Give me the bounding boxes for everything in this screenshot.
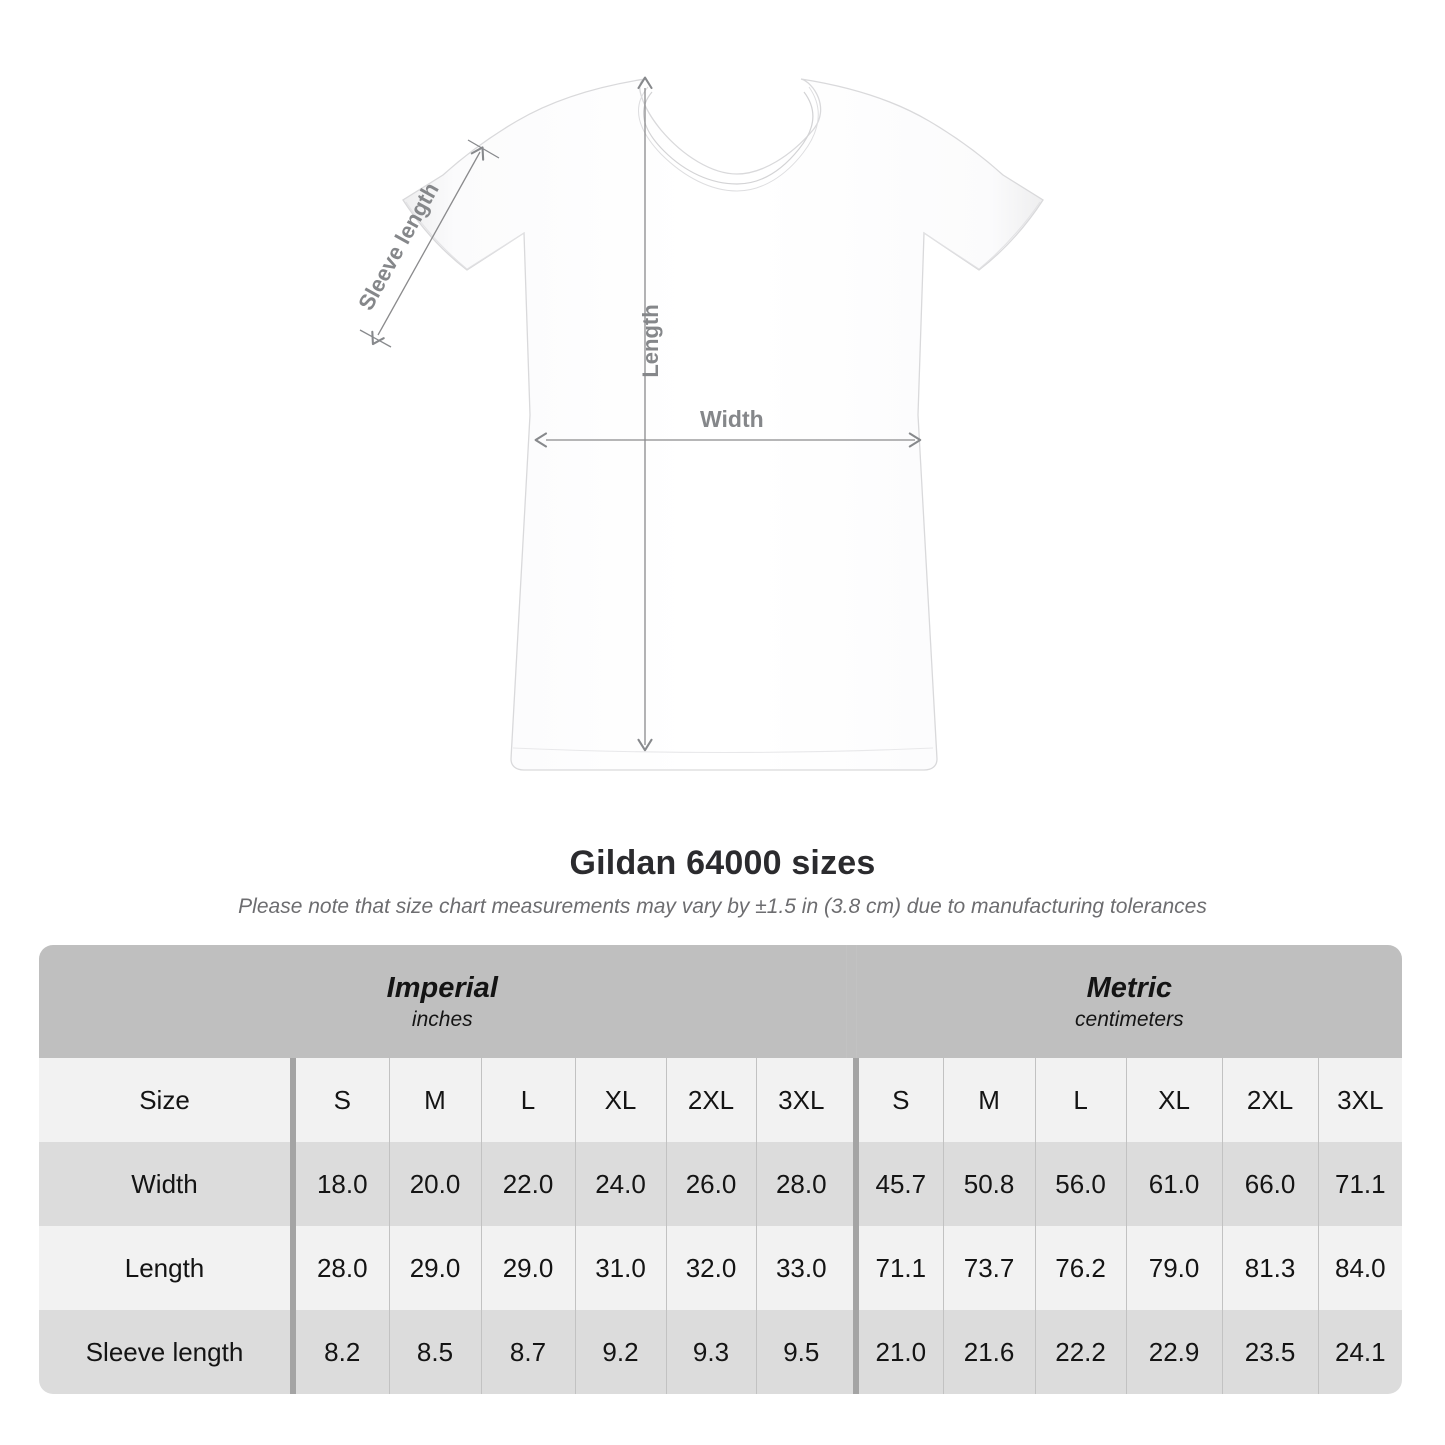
svg-text:Length: Length	[638, 304, 663, 377]
svg-text:Sleeve length: Sleeve length	[353, 178, 444, 314]
svg-text:Width: Width	[700, 406, 764, 432]
